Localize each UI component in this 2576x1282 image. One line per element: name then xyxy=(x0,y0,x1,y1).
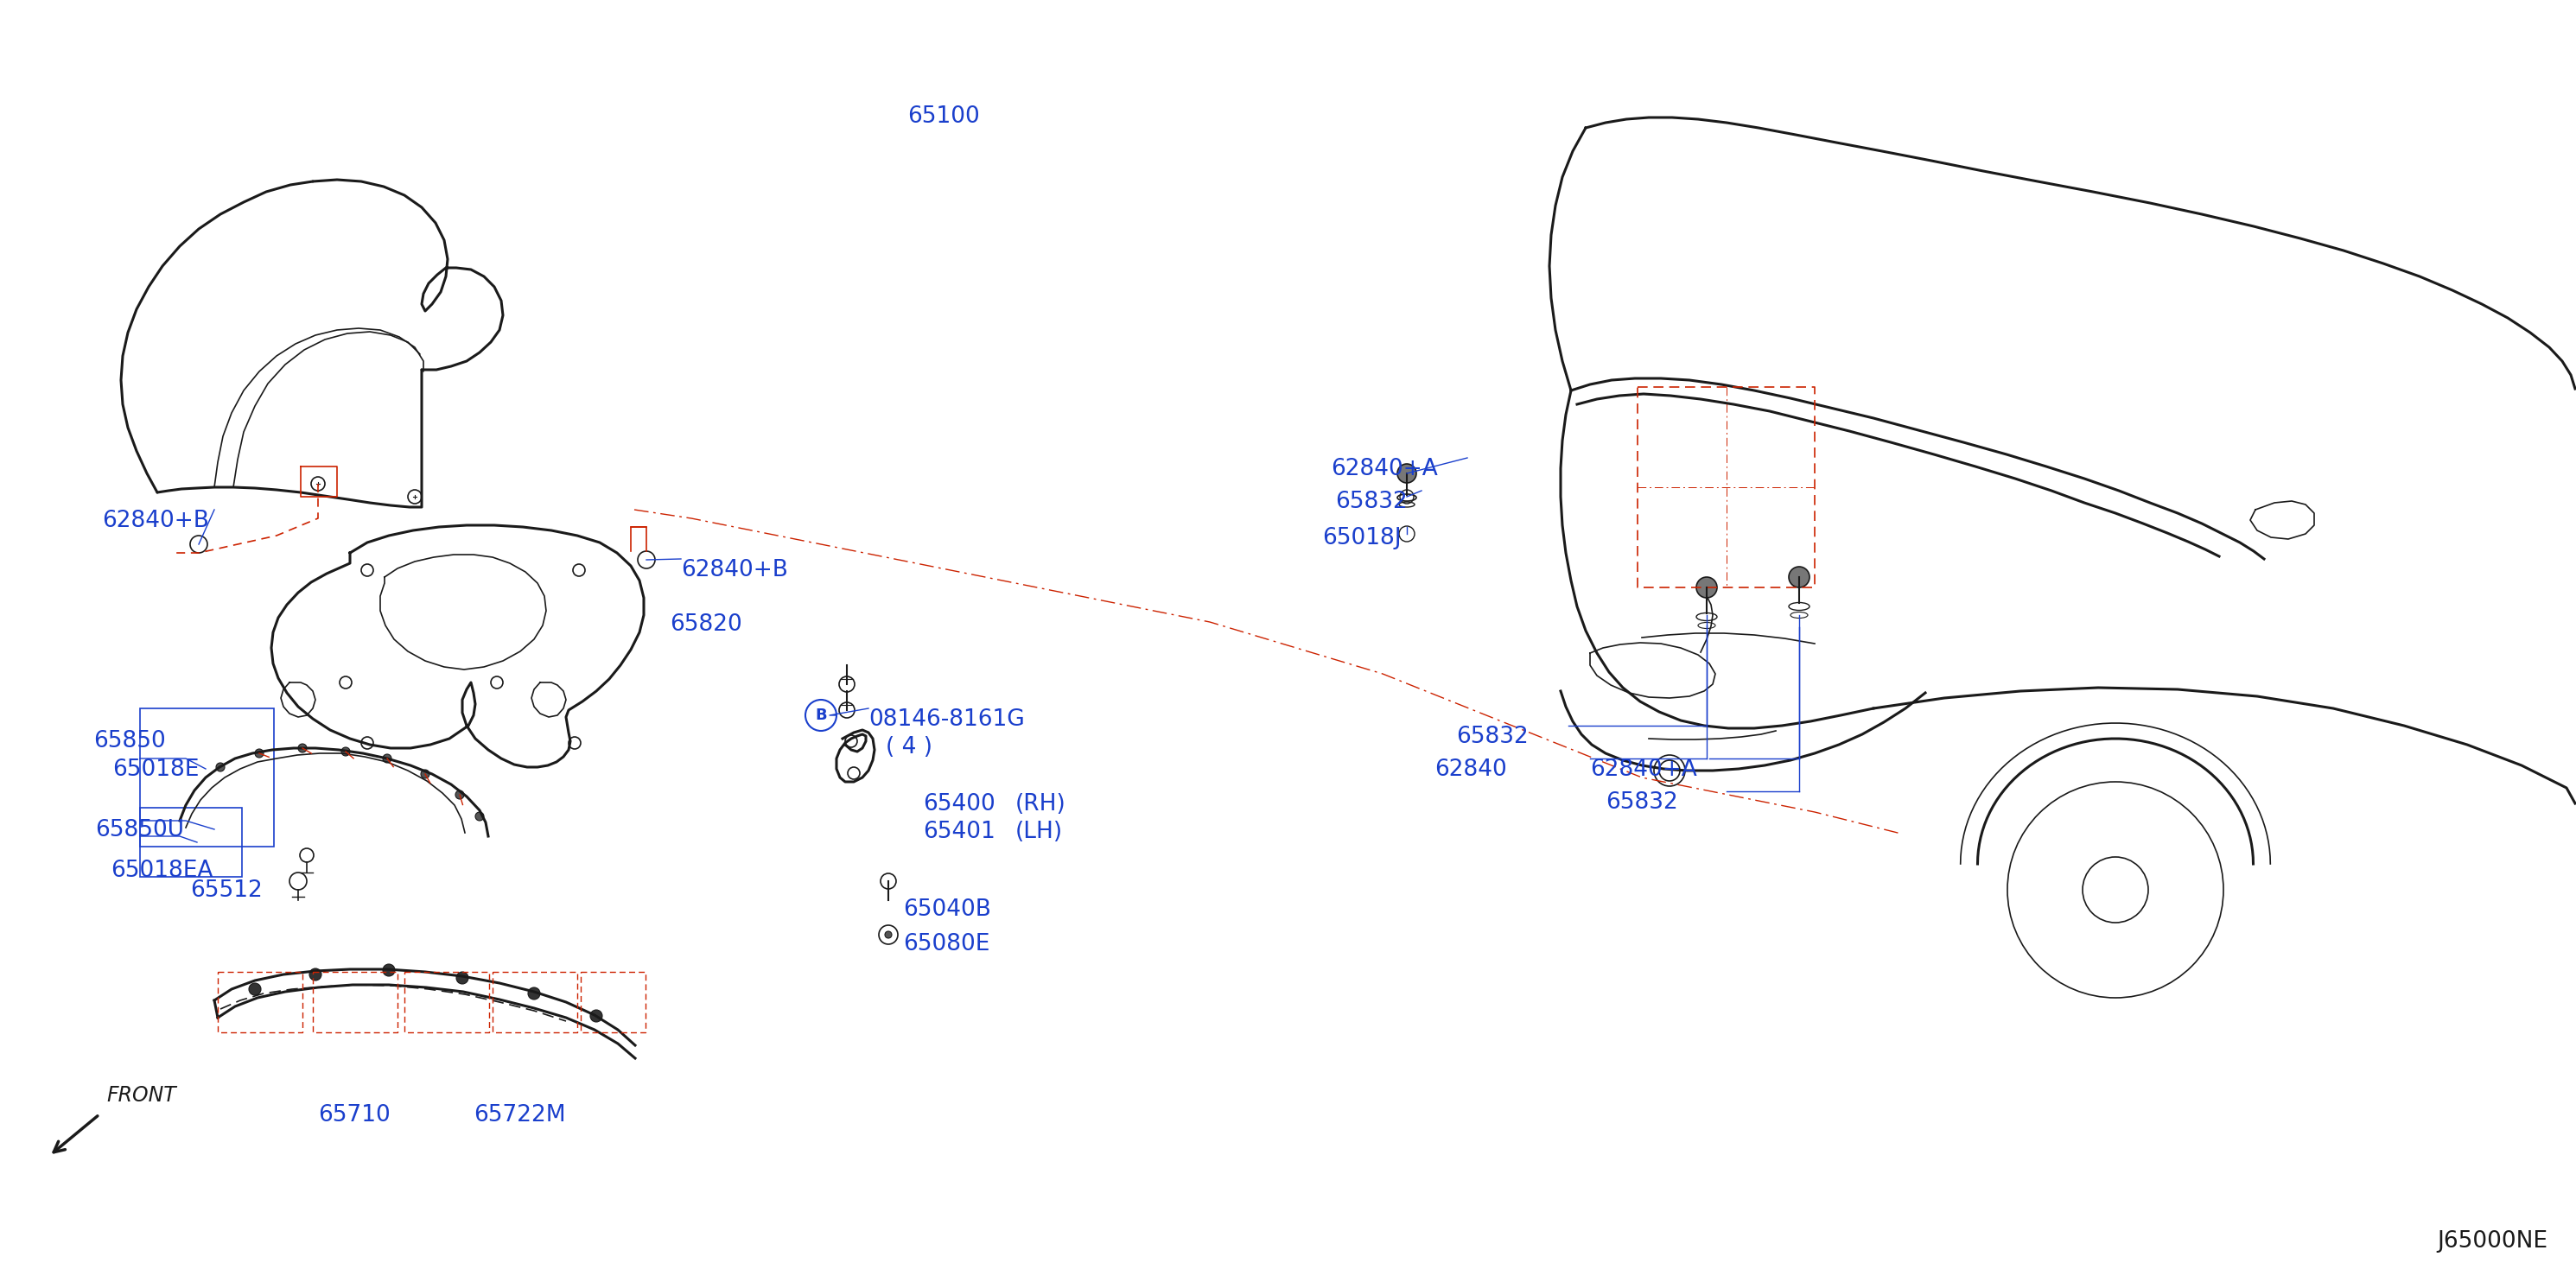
Circle shape xyxy=(420,769,430,778)
Text: 65832: 65832 xyxy=(1455,726,1528,749)
Circle shape xyxy=(456,791,464,799)
Text: 65018J: 65018J xyxy=(1321,527,1401,550)
Circle shape xyxy=(250,983,260,995)
Bar xyxy=(139,808,242,877)
Circle shape xyxy=(299,744,307,753)
Circle shape xyxy=(309,968,322,981)
Text: 62840+A: 62840+A xyxy=(1589,759,1698,781)
Text: B: B xyxy=(814,708,827,723)
Circle shape xyxy=(384,964,394,976)
Text: 08146-8161G: 08146-8161G xyxy=(868,709,1025,731)
Text: 65850: 65850 xyxy=(93,729,165,753)
Bar xyxy=(139,709,273,846)
Text: (LH): (LH) xyxy=(1015,820,1064,844)
Text: 65820: 65820 xyxy=(670,613,742,636)
Text: 65832: 65832 xyxy=(1334,491,1406,513)
Text: 65080E: 65080E xyxy=(904,933,989,955)
Text: 62840: 62840 xyxy=(1435,759,1507,781)
Circle shape xyxy=(343,747,350,756)
Text: 65722M: 65722M xyxy=(474,1104,567,1127)
Text: 65832: 65832 xyxy=(1605,791,1677,814)
Text: 62840+B: 62840+B xyxy=(680,559,788,582)
Text: 65100: 65100 xyxy=(907,105,979,128)
Text: 65401: 65401 xyxy=(922,820,994,844)
Circle shape xyxy=(477,812,484,820)
Circle shape xyxy=(1396,464,1417,483)
Circle shape xyxy=(886,931,891,938)
Circle shape xyxy=(590,1010,603,1022)
Text: J65000NE: J65000NE xyxy=(2437,1231,2548,1253)
Text: 65040B: 65040B xyxy=(904,899,992,920)
Text: 65018E: 65018E xyxy=(113,759,198,781)
Circle shape xyxy=(456,972,469,985)
Text: 65710: 65710 xyxy=(317,1104,392,1127)
Text: 65018EA: 65018EA xyxy=(111,859,214,882)
Text: 62840+B: 62840+B xyxy=(103,510,209,532)
Text: ( 4 ): ( 4 ) xyxy=(886,736,933,759)
Circle shape xyxy=(216,763,224,772)
Circle shape xyxy=(528,987,541,1000)
Circle shape xyxy=(255,749,263,758)
Text: 65512: 65512 xyxy=(191,879,263,903)
Circle shape xyxy=(384,754,392,763)
Text: 62840+A: 62840+A xyxy=(1332,458,1437,481)
Circle shape xyxy=(1698,577,1718,597)
Text: 65400: 65400 xyxy=(922,794,994,815)
Text: FRONT: FRONT xyxy=(106,1085,175,1106)
Circle shape xyxy=(1788,567,1808,587)
Text: 65850U: 65850U xyxy=(95,819,183,841)
Text: (RH): (RH) xyxy=(1015,794,1066,815)
